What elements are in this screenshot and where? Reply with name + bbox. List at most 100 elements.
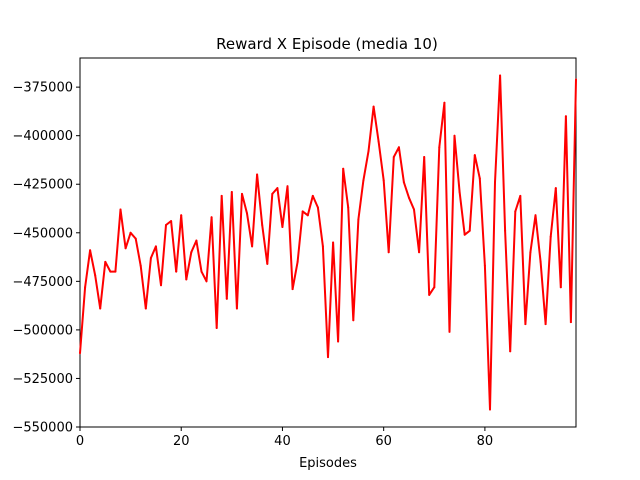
data-point (114, 270, 117, 273)
x-tick-label: 40 (274, 434, 291, 449)
data-point (296, 260, 299, 263)
data-point (392, 156, 395, 158)
data-point (175, 270, 178, 273)
data-point (468, 229, 471, 232)
data-point (180, 214, 183, 217)
data-point (79, 352, 81, 355)
data-point (119, 208, 122, 211)
data-point (160, 284, 162, 287)
data-point (286, 185, 289, 188)
data-point (372, 105, 375, 108)
data-point (149, 257, 152, 259)
data-point (448, 330, 451, 333)
data-point (352, 319, 355, 322)
data-point (291, 288, 294, 291)
data-point (408, 196, 410, 199)
data-point (367, 150, 370, 153)
data-point (185, 278, 188, 281)
data-point (575, 78, 577, 81)
data-point (524, 323, 527, 326)
data-point (342, 167, 345, 170)
data-point (144, 307, 147, 310)
data-point (443, 101, 446, 104)
data-point (246, 212, 248, 215)
data-point (276, 187, 279, 190)
x-tick-label: 80 (477, 434, 494, 449)
plot-frame (79, 57, 577, 428)
data-point (230, 191, 233, 193)
data-point (129, 231, 132, 234)
data-point (205, 280, 208, 283)
data-point (266, 262, 269, 265)
data-point (519, 194, 522, 197)
x-tick-label: 0 (76, 434, 84, 449)
data-point (281, 226, 284, 228)
data-point (251, 245, 254, 248)
data-point (458, 191, 461, 193)
data-point (509, 350, 512, 353)
y-tick-label: −450000 (12, 226, 73, 241)
data-point (139, 264, 142, 267)
x-tick-label: 20 (173, 434, 190, 449)
data-point (544, 323, 547, 326)
x-tick-label: 60 (375, 434, 392, 449)
data-point (337, 340, 340, 343)
data-point (215, 327, 218, 329)
data-point (301, 210, 304, 213)
data-point (165, 224, 167, 226)
data-point (483, 264, 486, 267)
data-point (109, 270, 112, 273)
data-point (387, 251, 390, 254)
data-point (529, 251, 532, 254)
data-point (154, 245, 157, 248)
data-point (514, 210, 517, 213)
chart-title: Reward X Episode (media 10) (216, 35, 438, 53)
data-point (559, 286, 562, 289)
data-point (478, 177, 481, 180)
y-axis: −375000 −400000 −425000 −450000 −475000 −5000… (12, 81, 80, 436)
data-point (306, 214, 309, 217)
data-point (423, 156, 426, 158)
data-point (418, 251, 421, 254)
data-point (397, 146, 400, 149)
data-point (473, 154, 476, 157)
data-point (195, 239, 198, 242)
data-point (99, 307, 102, 310)
data-point (210, 216, 213, 219)
data-point (377, 140, 380, 143)
data-point (433, 286, 436, 289)
data-point (190, 251, 193, 254)
data-point (271, 192, 274, 195)
x-axis-label: Episodes (299, 456, 357, 471)
y-tick-label: −475000 (12, 275, 73, 290)
data-point (94, 274, 97, 277)
data-point (241, 192, 243, 195)
x-axis: 0 20 40 60 80 (76, 427, 493, 449)
data-point (463, 233, 466, 236)
data-point (200, 270, 203, 273)
data-point (104, 260, 107, 263)
y-tick-label: −375000 (12, 81, 73, 96)
data-point (362, 179, 365, 182)
data-point (170, 220, 173, 223)
data-point (134, 237, 137, 240)
data-point (235, 307, 238, 310)
data-point (256, 173, 259, 176)
y-tick-label: −425000 (12, 178, 73, 193)
data-point (539, 260, 542, 263)
series-points (79, 74, 577, 411)
data-point (499, 74, 502, 77)
data-point (504, 229, 507, 232)
y-tick-label: −500000 (12, 323, 73, 338)
data-point (357, 218, 360, 221)
data-point (554, 187, 557, 190)
y-tick-label: −550000 (12, 421, 73, 436)
plot-area (79, 57, 577, 428)
y-tick-label: −525000 (12, 372, 73, 387)
data-point (316, 206, 319, 209)
data-point (453, 134, 456, 137)
data-point (402, 181, 405, 184)
data-point (413, 208, 415, 211)
